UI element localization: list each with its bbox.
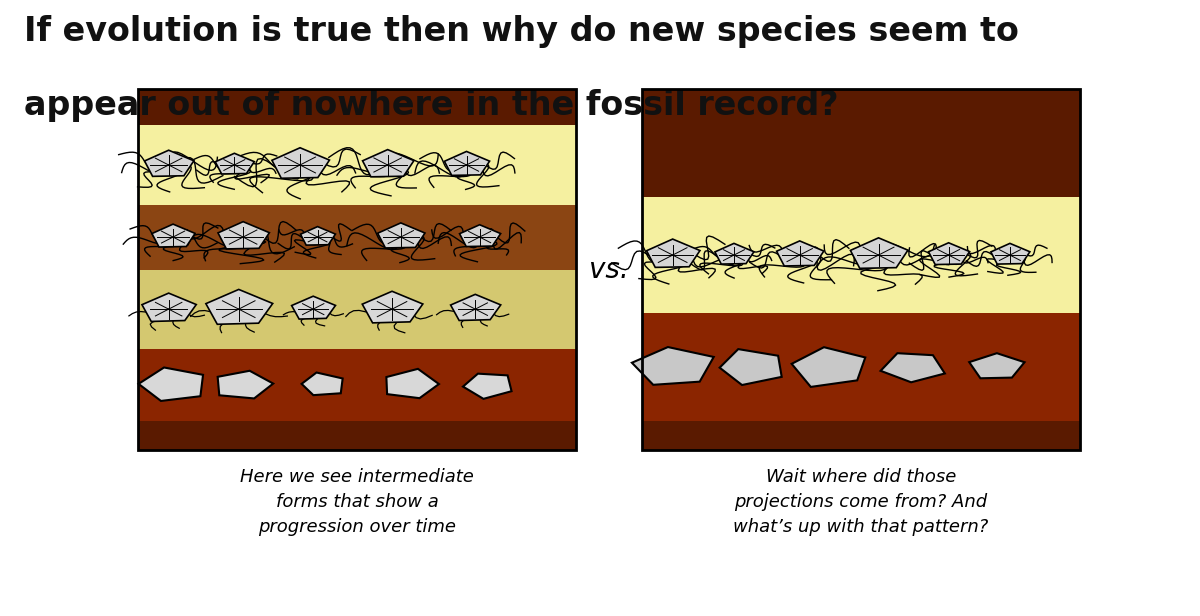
- Text: If evolution is true then why do new species seem to: If evolution is true then why do new spe…: [24, 15, 1019, 49]
- Bar: [138, 270, 576, 349]
- Bar: [642, 197, 1080, 313]
- Bar: [138, 126, 576, 205]
- Polygon shape: [776, 241, 824, 266]
- Text: vs.: vs.: [589, 256, 629, 283]
- Bar: [642, 89, 1080, 197]
- Polygon shape: [292, 296, 336, 319]
- Polygon shape: [215, 153, 254, 174]
- Text: appear out of nowhere in the fossil record?: appear out of nowhere in the fossil reco…: [24, 89, 839, 123]
- Polygon shape: [647, 239, 700, 267]
- Polygon shape: [144, 150, 194, 176]
- Polygon shape: [463, 374, 511, 399]
- Polygon shape: [792, 347, 865, 387]
- Polygon shape: [206, 290, 272, 324]
- Polygon shape: [881, 353, 944, 383]
- Polygon shape: [218, 222, 269, 249]
- Polygon shape: [362, 291, 422, 323]
- Bar: [642, 89, 1080, 450]
- Polygon shape: [272, 148, 330, 178]
- Polygon shape: [632, 347, 714, 385]
- Text: Wait where did those
projections come from? And
what’s up with that pattern?: Wait where did those projections come fr…: [733, 468, 989, 536]
- Polygon shape: [362, 150, 414, 177]
- Bar: [138, 89, 576, 450]
- Polygon shape: [138, 368, 203, 401]
- Polygon shape: [301, 373, 343, 395]
- Polygon shape: [851, 238, 908, 269]
- Bar: [642, 421, 1080, 450]
- Polygon shape: [991, 243, 1030, 264]
- Bar: [138, 349, 576, 421]
- Polygon shape: [444, 152, 490, 176]
- Polygon shape: [217, 371, 274, 399]
- Polygon shape: [142, 293, 197, 322]
- Polygon shape: [386, 369, 439, 398]
- Bar: [138, 89, 576, 125]
- Polygon shape: [460, 225, 500, 246]
- Polygon shape: [929, 243, 970, 264]
- Text: Here we see intermediate
forms that show a
progression over time: Here we see intermediate forms that show…: [240, 468, 474, 536]
- Polygon shape: [715, 243, 754, 264]
- Polygon shape: [451, 294, 500, 320]
- Polygon shape: [720, 349, 781, 385]
- Bar: [642, 313, 1080, 421]
- Bar: [138, 421, 576, 450]
- Polygon shape: [300, 227, 336, 245]
- Bar: [138, 205, 576, 270]
- Polygon shape: [378, 223, 425, 248]
- Polygon shape: [152, 224, 196, 247]
- Polygon shape: [970, 353, 1025, 378]
